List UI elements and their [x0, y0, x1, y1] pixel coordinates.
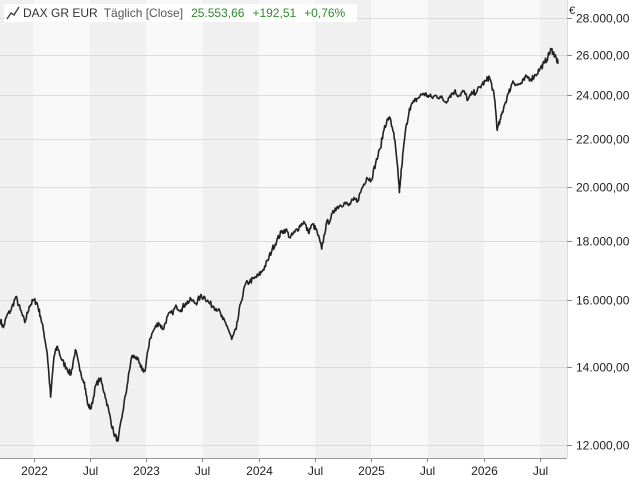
period-band: [146, 0, 203, 458]
y-tick-label: 28.000,00: [576, 12, 630, 26]
period-band: [33, 0, 90, 458]
chart-mode: Täglich [Close]: [103, 6, 184, 20]
x-tick-label: 2026: [471, 464, 498, 478]
y-axis-ticks: 12.000,00 14.000,00 16.000,00 18.000,00 20.0…: [567, 12, 630, 453]
x-tick-label: Jul: [195, 464, 210, 478]
y-tick-label: 18.000,00: [576, 235, 630, 249]
period-band: [315, 0, 372, 458]
x-tick-label: 2022: [21, 464, 48, 478]
y-tick-label: 22.000,00: [576, 133, 630, 147]
period-band: [90, 0, 147, 458]
y-tick-label: 14.000,00: [576, 361, 630, 375]
x-axis-ticks: 2022 Jul 2023 Jul 2024 Jul 2025 Jul 2026 Jul: [21, 458, 548, 478]
series-line: [0, 47, 559, 442]
alternating-period-bands: [0, 0, 567, 458]
x-tick-label: Jul: [308, 464, 323, 478]
last-price: 25.553,66: [191, 6, 245, 20]
x-tick-label: 2025: [358, 464, 385, 478]
line-chart-icon: [6, 6, 20, 20]
y-tick-label: 26.000,00: [576, 49, 630, 63]
x-tick-label: 2024: [246, 464, 273, 478]
y-tick-label: 16.000,00: [576, 294, 630, 308]
change-absolute: +192,51: [252, 6, 297, 20]
chart-legend: DAX GR EUR Täglich [Close] 25.553,66 +19…: [4, 4, 358, 22]
x-tick-label: Jul: [420, 464, 435, 478]
period-band: [371, 0, 428, 458]
y-axis-unit: €: [569, 5, 575, 17]
change-percent: +0,76%: [304, 6, 346, 20]
y-tick-label: 12.000,00: [576, 439, 630, 453]
x-tick-label: 2023: [133, 464, 160, 478]
x-tick-label: Jul: [533, 464, 548, 478]
period-band: [202, 0, 259, 458]
y-tick-label: 24.000,00: [576, 89, 630, 103]
period-band: [427, 0, 484, 458]
period-band: [0, 0, 34, 458]
period-band: [540, 0, 567, 458]
x-tick-label: Jul: [83, 464, 98, 478]
y-tick-label: 20.000,00: [576, 181, 630, 195]
period-band: [483, 0, 540, 458]
instrument-name: DAX GR EUR: [23, 6, 98, 20]
